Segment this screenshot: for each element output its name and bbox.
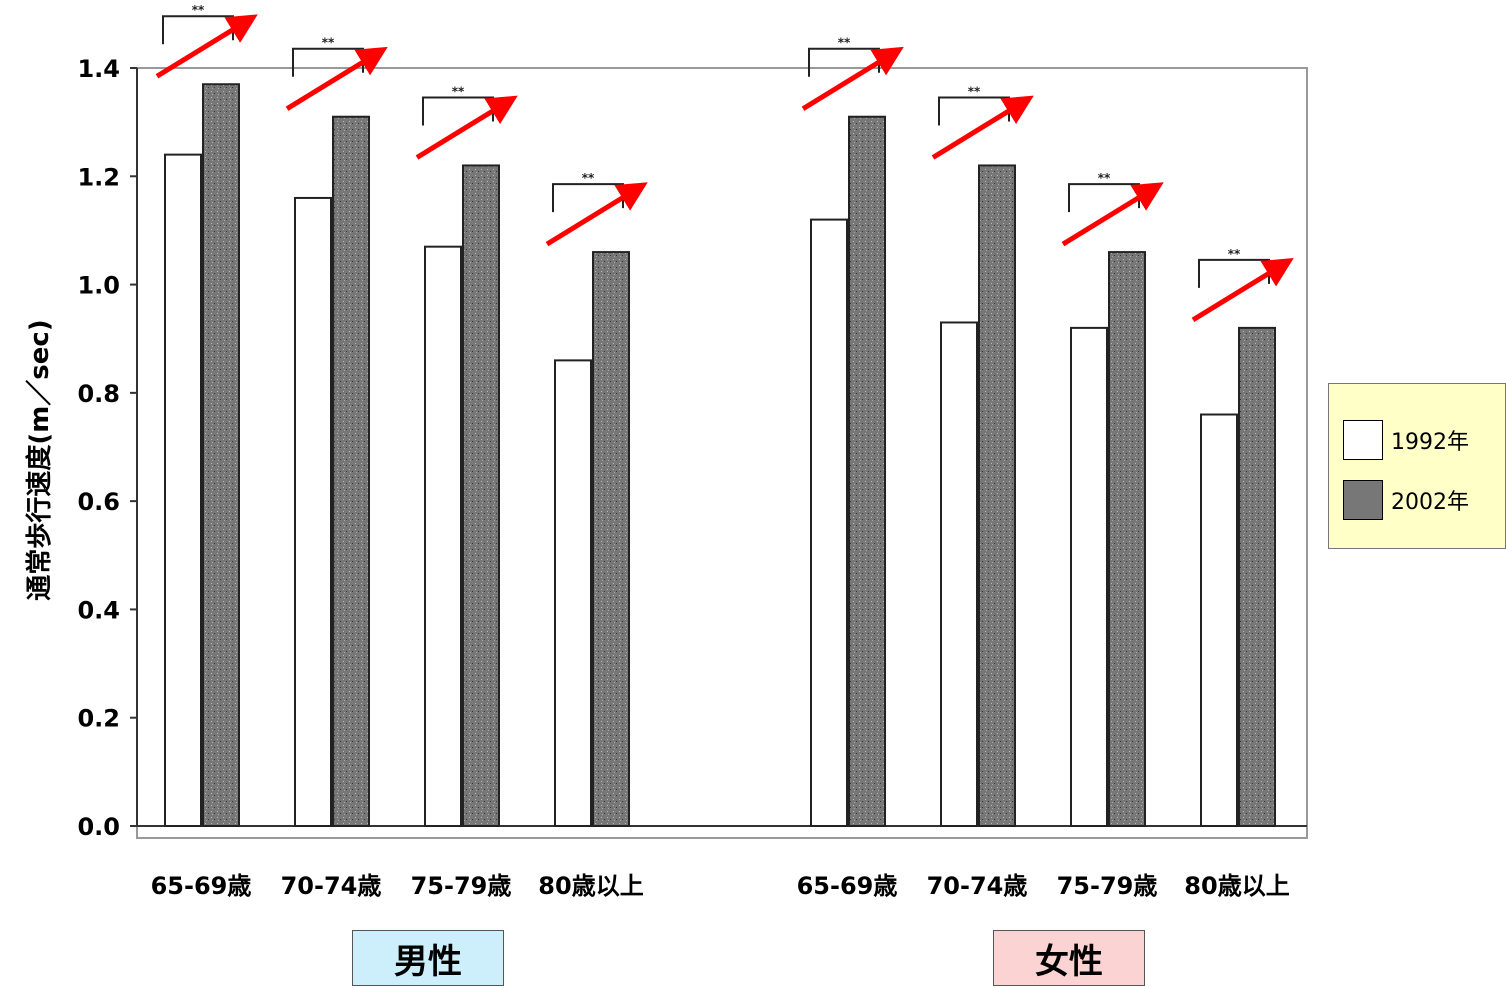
y-tick-label: 0.2 xyxy=(77,705,120,733)
significance-label: ** xyxy=(968,84,981,98)
y-tick-label: 1.4 xyxy=(77,55,120,83)
increase-arrow xyxy=(801,46,904,111)
significance-bracket xyxy=(1198,258,1270,288)
bar-2002 xyxy=(848,115,886,827)
y-tick-label: 1.0 xyxy=(77,272,120,300)
significance-bracket xyxy=(422,96,494,126)
category-label: 65-69歳 xyxy=(151,872,252,900)
increase-arrow xyxy=(285,46,388,111)
y-tick-label: 1.2 xyxy=(77,163,120,191)
bar-2002 xyxy=(978,164,1016,827)
y-tick-label: 0.4 xyxy=(77,596,120,624)
bar-1992 xyxy=(164,153,202,827)
bar-1992 xyxy=(1200,413,1238,827)
increase-arrow xyxy=(1191,258,1294,323)
significance-label: ** xyxy=(582,171,595,185)
bar-1992 xyxy=(554,359,592,827)
significance-bracket xyxy=(938,96,1010,126)
significance-bracket xyxy=(1068,183,1140,213)
category-label: 80歳以上 xyxy=(1184,872,1289,900)
group-label-female: 女性 xyxy=(993,930,1145,986)
y-tick-label: 0.8 xyxy=(77,380,120,408)
increase-arrow xyxy=(155,14,258,79)
y-tick-label: 0.0 xyxy=(77,813,120,841)
category-label: 65-69歳 xyxy=(797,872,898,900)
bar-1992 xyxy=(1070,326,1108,827)
significance-bracket xyxy=(808,47,880,77)
significance-bracket xyxy=(552,183,624,213)
category-label: 80歳以上 xyxy=(538,872,643,900)
bar-2002 xyxy=(332,115,370,827)
significance-bracket xyxy=(162,15,234,45)
bar-2002 xyxy=(202,83,240,827)
increase-arrow xyxy=(545,182,648,247)
bar-1992 xyxy=(294,196,332,827)
bar-1992 xyxy=(940,321,978,827)
significance-label: ** xyxy=(1098,171,1111,185)
increase-arrow xyxy=(931,95,1034,160)
significance-bracket xyxy=(292,47,364,77)
legend-item-2002: 2002年 xyxy=(1343,480,1469,520)
legend-item-1992: 1992年 xyxy=(1343,420,1469,460)
legend-label-2002: 2002年 xyxy=(1391,490,1469,515)
bar-1992 xyxy=(424,245,462,827)
category-label: 70-74歳 xyxy=(281,872,382,900)
category-label: 75-79歳 xyxy=(411,872,512,900)
legend-swatch-1992 xyxy=(1343,420,1383,460)
category-label: 75-79歳 xyxy=(1057,872,1158,900)
y-tick-label: 0.6 xyxy=(77,488,120,516)
increase-arrow xyxy=(415,95,518,160)
increase-arrow xyxy=(1061,182,1164,247)
significance-label: ** xyxy=(452,84,465,98)
significance-label: ** xyxy=(322,36,335,50)
legend-swatch-2002 xyxy=(1343,480,1383,520)
bar-2002 xyxy=(462,164,500,827)
bar-2002 xyxy=(1108,251,1146,828)
significance-label: ** xyxy=(1228,247,1241,261)
group-label-male: 男性 xyxy=(352,930,504,986)
category-label: 70-74歳 xyxy=(927,872,1028,900)
legend-label-1992: 1992年 xyxy=(1391,430,1469,455)
bar-2002 xyxy=(1238,326,1276,827)
significance-label: ** xyxy=(838,36,851,50)
significance-label: ** xyxy=(192,3,205,17)
y-axis-label: 通常歩行速度(m／sec) xyxy=(24,319,55,600)
bar-1992 xyxy=(810,218,848,828)
legend: 1992年 2002年 xyxy=(1328,383,1506,549)
bar-2002 xyxy=(592,251,630,828)
